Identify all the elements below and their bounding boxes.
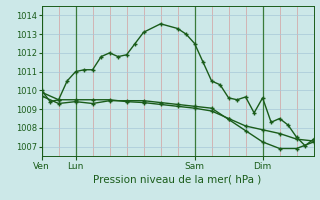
X-axis label: Pression niveau de la mer( hPa ): Pression niveau de la mer( hPa ) bbox=[93, 175, 262, 185]
